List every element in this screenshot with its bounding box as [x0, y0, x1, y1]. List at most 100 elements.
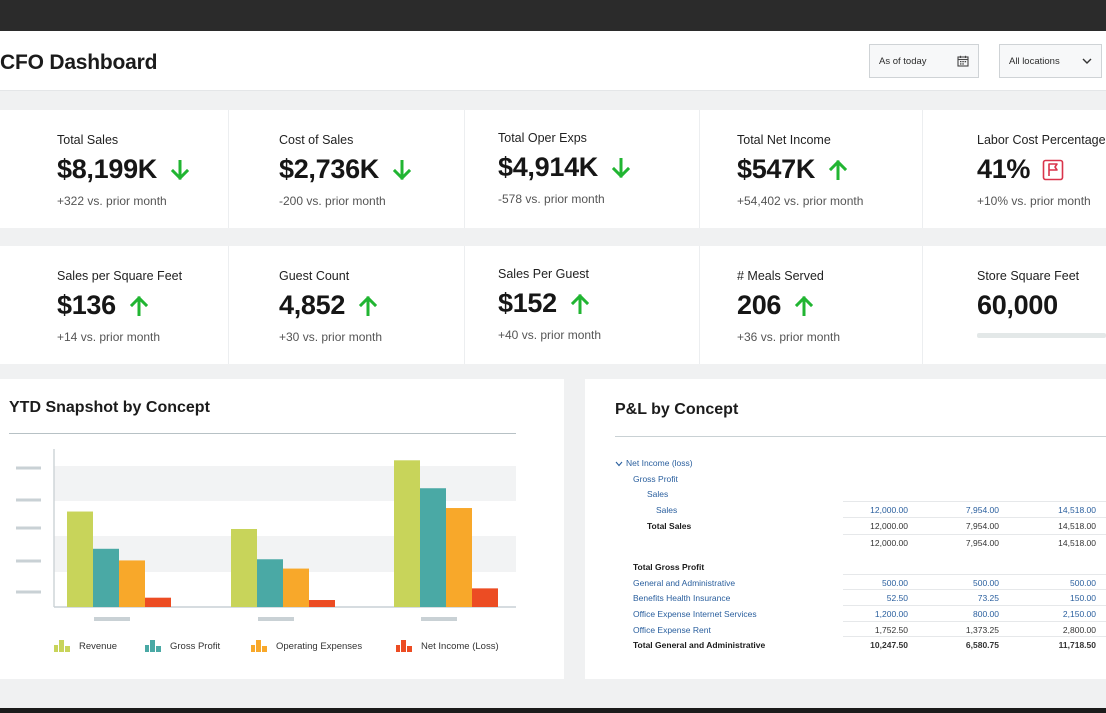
- pl-value: 800.00: [973, 609, 999, 619]
- pl-value: 12,000.00: [870, 521, 908, 531]
- pl-row-label[interactable]: Net Income (loss): [626, 458, 693, 468]
- kpi-value-text: $136: [57, 290, 116, 320]
- pl-value: 1,373.25: [965, 625, 999, 635]
- kpi-label: Sales Per Guest: [498, 267, 590, 281]
- pl-value: 73.25: [977, 593, 999, 603]
- pl-row-label[interactable]: Benefits Health Insurance: [633, 593, 731, 603]
- pl-value: 2,150.00: [1062, 609, 1096, 619]
- pl-total-label: Total Sales: [647, 521, 692, 531]
- pl-value: 14,518.00: [1058, 505, 1096, 515]
- calendar-icon: [957, 55, 969, 67]
- pl-row-label[interactable]: Sales: [656, 505, 678, 515]
- kpi-label: Labor Cost Percentage: [977, 133, 1106, 147]
- pl-row-label[interactable]: Office Expense Rent: [633, 625, 711, 635]
- pl-row-divider: [843, 605, 1106, 606]
- pl-row-divider: [843, 517, 1106, 518]
- pl-value: 12,000.00: [870, 538, 908, 548]
- kpi-value: $4,914K: [498, 152, 630, 183]
- kpi-card-meals-served: # Meals Served 206 +36 vs. prior month: [700, 246, 923, 364]
- kpi-delta: -200 vs. prior month: [279, 194, 386, 208]
- legend-item-net-income-loss: Net Income (Loss): [396, 640, 499, 652]
- page-title: CFO Dashboard: [0, 51, 158, 74]
- kpi-value: 206: [737, 290, 814, 321]
- kpi-delta: +30 vs. prior month: [279, 330, 383, 344]
- pl-value: 500.00: [973, 578, 999, 588]
- bar-net-income-loss: [145, 597, 171, 607]
- kpi-value: 60,000: [977, 290, 1058, 321]
- pl-value: 500.00: [1070, 578, 1096, 588]
- kpi-label: Cost of Sales: [279, 133, 354, 147]
- kpi-label: Store Square Feet: [977, 269, 1080, 283]
- grid-band: [54, 466, 516, 501]
- legend-label: Gross Profit: [170, 640, 221, 652]
- pl-value: 1,752.50: [874, 625, 908, 635]
- pl-value: 14,518.00: [1058, 521, 1096, 531]
- kpi-label: Guest Count: [279, 269, 350, 283]
- arrow-up-icon: [570, 293, 589, 314]
- pl-row-label[interactable]: Gross Profit: [633, 474, 678, 484]
- pl-panel-title: P&L by Concept: [615, 401, 739, 418]
- date-filter-button[interactable]: As of today: [869, 44, 979, 78]
- kpi-card-sales-per-square-feet: Sales per Square Feet $136 +14 vs. prior m…: [0, 246, 229, 364]
- legend-swatch-icon: [145, 640, 163, 652]
- kpi-card-cost-of-sales: Cost of Sales $2,736K -200 vs. prior month: [229, 110, 465, 228]
- ytd-divider: [9, 433, 516, 434]
- pl-row-label[interactable]: General and Administrative: [633, 578, 736, 588]
- legend-item-operating-expenses: Operating Expenses: [251, 640, 362, 652]
- kpi-label: Total Sales: [57, 133, 119, 147]
- y-tick-label: [16, 559, 41, 563]
- y-tick-label: [16, 526, 41, 530]
- location-filter-select[interactable]: All locations: [999, 44, 1102, 78]
- kpi-value-text: $2,736K: [279, 154, 379, 184]
- bar-operating-expenses: [283, 568, 309, 607]
- legend-item-gross-profit: Gross Profit: [145, 640, 220, 652]
- pl-value: 500.00: [882, 578, 908, 588]
- pl-row-divider: [843, 534, 1106, 535]
- bar-gross-profit: [257, 559, 283, 607]
- bar-revenue: [231, 528, 257, 607]
- bar-operating-expenses: [119, 560, 145, 607]
- kpi-value-text: $8,199K: [57, 154, 157, 184]
- pl-row-label[interactable]: Office Expense Internet Services: [633, 609, 757, 619]
- kpi-value: $2,736K: [279, 154, 411, 185]
- x-tick-label: [258, 617, 294, 621]
- kpi-value: $152: [498, 288, 589, 319]
- bar-net-income-loss: [309, 600, 335, 607]
- legend-swatch-icon: [54, 640, 72, 652]
- arrow-up-icon: [795, 295, 814, 316]
- pl-value: 6,580.75: [965, 640, 999, 650]
- kpi-value-text: $547K: [737, 154, 816, 184]
- date-filter-label: As of today: [879, 55, 927, 67]
- kpi-delta: +10% vs. prior month: [977, 194, 1091, 208]
- kpi-label: # Meals Served: [737, 269, 824, 283]
- legend-label: Net Income (Loss): [421, 640, 499, 652]
- kpi-delta: +322 vs. prior month: [57, 194, 167, 208]
- pl-divider: [615, 436, 1106, 437]
- pl-row-label[interactable]: Sales: [647, 489, 669, 499]
- kpi-label: Sales per Square Feet: [57, 269, 183, 283]
- y-tick-label: [16, 590, 41, 594]
- pl-value: 52.50: [886, 593, 908, 603]
- kpi-label: Total Net Income: [737, 133, 831, 147]
- pl-value: 7,954.00: [965, 521, 999, 531]
- pl-value: 150.00: [1070, 593, 1096, 603]
- pl-by-concept-panel: P&L by Concept Net Income (loss) Gross Pr…: [585, 379, 1106, 679]
- pl-total-label: Total General and Administrative: [633, 640, 766, 650]
- kpi-value-text: 4,852: [279, 290, 346, 320]
- kpi-card-total-oper-exps: Total Oper Exps $4,914K -578 vs. prior mon…: [465, 110, 700, 228]
- pl-row-divider: [843, 621, 1106, 622]
- pl-value: 11,718.50: [1058, 640, 1096, 650]
- chevron-down-icon[interactable]: [615, 459, 623, 469]
- location-filter-label: All locations: [1009, 55, 1060, 67]
- pl-row-divider: [843, 574, 1106, 575]
- flag-icon: [1042, 159, 1064, 181]
- pl-total-label: Total Gross Profit: [633, 562, 705, 572]
- ytd-panel-title: YTD Snapshot by Concept: [9, 399, 210, 416]
- pl-value: 7,954.00: [965, 505, 999, 515]
- kpi-row-operational: Sales per Square Feet $136 +14 vs. prior m…: [0, 246, 1106, 364]
- window-top-bar: [0, 0, 1106, 31]
- bar-net-income-loss: [472, 588, 498, 607]
- bar-revenue: [394, 460, 420, 607]
- legend-swatch-icon: [251, 640, 269, 652]
- chevron-down-icon: [1082, 58, 1092, 64]
